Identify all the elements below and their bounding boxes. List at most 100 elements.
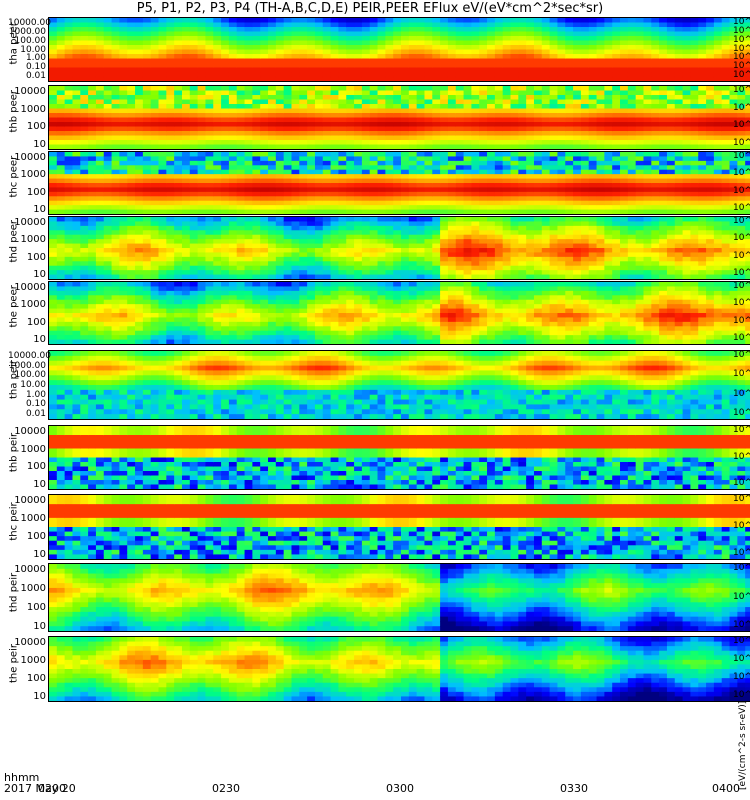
spectrogram-cell [526,22,535,28]
spectrogram-cell [580,76,590,81]
spectrogram-cell [666,76,676,81]
spectrogram-cell [244,31,253,37]
spectrogram-cell [494,113,504,119]
spectrogram-cell [189,187,199,193]
spectrogram-cell [541,217,551,223]
spectrogram-cell [674,113,684,119]
spectrogram-cell [361,63,371,69]
spectrogram-cell [150,54,160,60]
spectrogram-cell [416,274,426,279]
spectrogram-cell [549,27,559,33]
spectrogram-cell [119,122,128,128]
spectrogram-cell [494,22,504,28]
spectrogram-cell [690,31,699,37]
spectrogram-cell [690,200,699,206]
spectrogram-cell [533,72,543,78]
spectrogram-cell [729,31,738,37]
spectrogram-cell [510,191,519,197]
spectrogram-cell [502,234,512,240]
spectrogram-cell [416,205,426,211]
spectrogram-cell [424,183,433,189]
spectrogram-cell [354,144,363,149]
spectrogram-cell [205,165,214,171]
spectrogram-cell [588,72,598,78]
spectrogram-cell [181,261,191,267]
spectrogram-cell [228,140,238,146]
spectrogram-cell [635,140,645,146]
spectrogram-cell [549,274,559,279]
spectrogram-cell [299,76,308,81]
spectrogram-cell [369,135,379,141]
spectrogram-cell [745,191,750,197]
spectrogram-cell [620,104,629,110]
spectrogram-cell [181,144,191,149]
spectrogram-cell [635,135,645,141]
spectrogram-cell [150,225,160,231]
spectrogram-cell [455,126,465,132]
spectrogram-cell [440,67,449,73]
spectrogram-cell [158,86,167,92]
spectrogram-cell [706,205,715,211]
spectrogram-cell [377,31,386,37]
spectrogram-cell [440,196,449,202]
spectrogram-cell [502,63,512,69]
spectrogram-cell [103,234,113,240]
spectrogram-cell [361,22,371,28]
spectrogram-cell [174,261,183,267]
spectrogram-cell [698,234,707,240]
spectrogram-cell [299,126,308,132]
spectrogram-cell [533,90,543,96]
spectrogram-cell [174,191,183,197]
spectrogram-cell [612,144,621,149]
spectrogram-cell [244,239,253,245]
spectrogram-cell [56,36,66,42]
spectrogram-cell [620,243,629,249]
spectrogram-cell [573,58,582,64]
spectrogram-cell [64,135,74,141]
spectrogram-cell [612,234,621,240]
spectrogram-cell [103,76,113,81]
spectrogram-cell [283,209,293,214]
spectrogram-cell [573,178,582,184]
spectrogram-cell [487,86,496,92]
spectrogram-cell [158,18,167,24]
spectrogram-cell [643,239,652,245]
spectrogram-cell [659,113,668,119]
spectrogram-cell [424,187,433,193]
spectrogram-cell [408,270,418,276]
spectrogram-cell [651,99,660,105]
spectrogram-cell [682,196,692,202]
spectrogram-cell [666,174,676,180]
spectrogram-cell [95,117,105,123]
spectrogram-cell [706,178,715,184]
spectrogram-cell [408,122,418,128]
spectrogram-cell [596,187,605,193]
spectrogram-cell [213,117,222,123]
spectrogram-cell [745,205,750,211]
spectrogram-cell [385,90,394,96]
spectrogram-cell [447,178,457,184]
spectrogram-cell [244,209,253,214]
spectrogram-cell [424,27,433,33]
spectrogram-cell [244,261,253,267]
spectrogram-cell [440,40,449,46]
spectrogram-cell [713,156,723,162]
spectrogram-cell [713,205,723,211]
spectrogram-cell [674,160,684,166]
spectrogram-cell [541,270,551,276]
spectrogram-cell [377,274,386,279]
spectrogram-cell [682,169,692,175]
spectrogram-cell [369,76,379,81]
spectrogram-cell [369,36,379,42]
spectrogram-cell [268,95,277,101]
spectrogram-cell [213,209,222,214]
spectrogram-cell [424,178,433,184]
spectrogram-cell [95,200,105,206]
spectrogram-cell [471,187,480,193]
y-tick-label: 10 [33,204,46,215]
spectrogram-cell [674,99,684,105]
spectrogram-cell [588,31,598,37]
spectrogram-cell [557,225,566,231]
spectrogram-cell [299,178,308,184]
spectrogram-cell [150,90,160,96]
